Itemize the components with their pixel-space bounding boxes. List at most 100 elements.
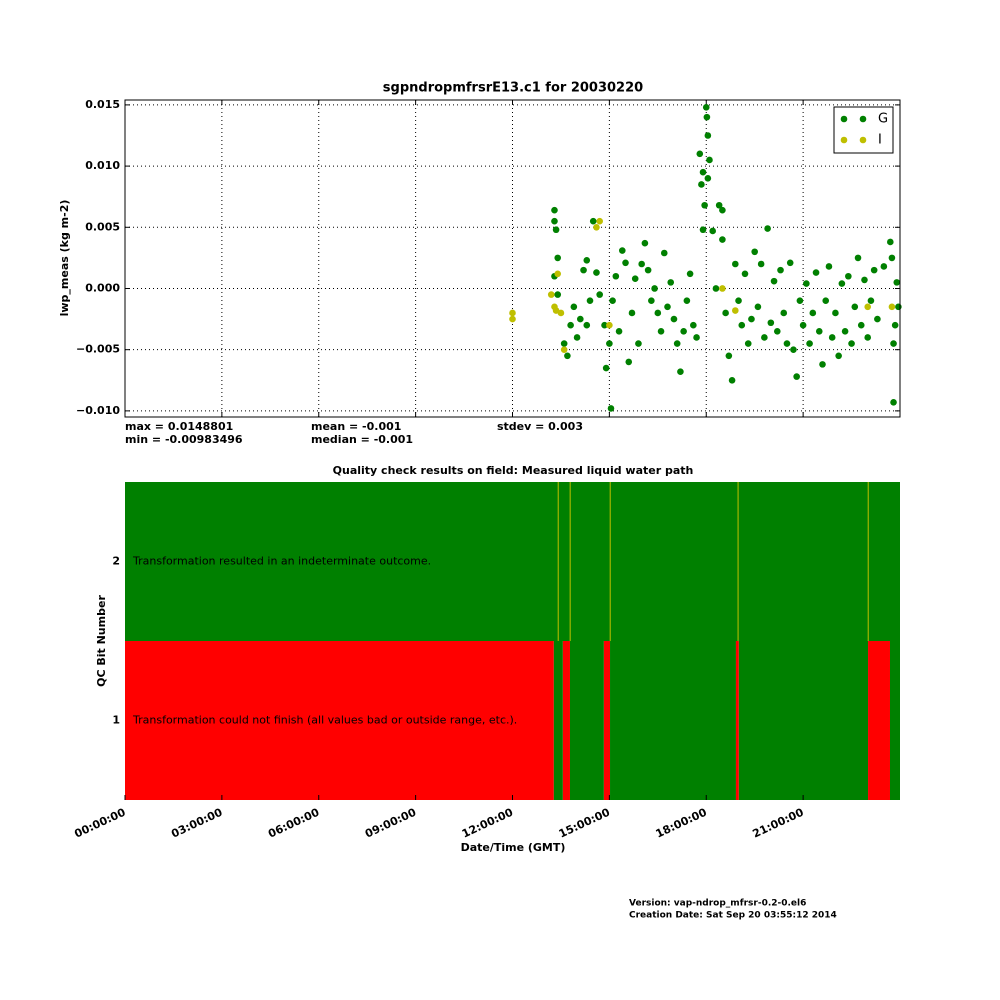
point xyxy=(812,269,820,276)
chart-title: sgpndropmfrsrE13.c1 for 20030220 xyxy=(383,81,643,96)
point xyxy=(570,303,578,311)
point xyxy=(854,254,862,262)
point xyxy=(732,260,739,268)
stat: stdev = 0.003 xyxy=(497,420,583,433)
point xyxy=(757,260,765,268)
point xyxy=(891,321,899,329)
point xyxy=(838,280,846,287)
point xyxy=(841,328,849,335)
point xyxy=(670,315,678,323)
point xyxy=(596,217,603,225)
point xyxy=(764,225,771,232)
point xyxy=(622,259,629,267)
stat: min = -0.00983496 xyxy=(125,433,243,446)
point xyxy=(625,358,633,366)
qc-segment xyxy=(562,641,570,800)
point xyxy=(554,270,562,278)
point xyxy=(722,309,729,317)
point xyxy=(719,236,726,243)
point xyxy=(601,321,608,329)
point xyxy=(867,297,875,305)
point xyxy=(888,303,896,311)
point xyxy=(654,309,662,317)
point xyxy=(664,303,671,311)
qc-segment xyxy=(569,482,571,641)
point xyxy=(835,352,842,360)
point xyxy=(593,223,600,231)
point xyxy=(554,254,562,262)
point xyxy=(806,340,813,347)
point xyxy=(698,181,705,188)
point xyxy=(586,297,594,305)
x-tick-label: 18:00:00 xyxy=(654,806,709,841)
legend xyxy=(833,106,894,154)
y-axis-label: QC Bit Number xyxy=(95,595,108,687)
row-description: Transformation could not finish (all val… xyxy=(132,714,517,727)
point xyxy=(793,373,800,380)
point xyxy=(577,315,584,323)
qc-segment xyxy=(557,482,559,641)
point xyxy=(509,309,516,317)
point xyxy=(607,405,615,412)
point xyxy=(701,201,708,209)
point xyxy=(628,309,636,317)
point xyxy=(547,291,555,298)
point xyxy=(822,297,830,305)
point xyxy=(735,297,742,305)
stat: max = 0.0148801 xyxy=(125,420,233,433)
plot-frame xyxy=(124,99,901,418)
point xyxy=(732,307,739,314)
qc-segment xyxy=(737,482,739,641)
point xyxy=(673,340,681,347)
y-tick-label: 0.000 xyxy=(85,281,120,294)
point xyxy=(612,272,620,280)
point xyxy=(648,297,655,305)
point xyxy=(583,321,591,329)
point xyxy=(751,248,758,256)
y-tick-label: −0.010 xyxy=(76,404,120,417)
point xyxy=(725,352,733,360)
point xyxy=(686,270,694,278)
qc-segment xyxy=(553,641,563,800)
stat: median = -0.001 xyxy=(311,433,413,446)
x-tick-label: 21:00:00 xyxy=(751,806,806,841)
point xyxy=(893,279,901,286)
point xyxy=(690,321,697,329)
legend-marker xyxy=(859,136,867,144)
point xyxy=(887,238,894,246)
point xyxy=(796,297,804,305)
point xyxy=(761,334,768,341)
point xyxy=(712,285,720,292)
qc-segment xyxy=(125,641,554,800)
point xyxy=(551,206,558,214)
point xyxy=(677,368,684,376)
x-axis-label: Date/Time (GMT) xyxy=(461,841,566,854)
point xyxy=(657,328,665,335)
point xyxy=(845,272,852,280)
point xyxy=(799,321,807,329)
point xyxy=(704,175,712,182)
point xyxy=(683,297,691,305)
point xyxy=(660,249,668,257)
point xyxy=(783,340,791,347)
point xyxy=(848,340,855,347)
point xyxy=(780,309,788,317)
point xyxy=(699,168,707,176)
point xyxy=(767,319,775,327)
point xyxy=(696,150,704,158)
point xyxy=(573,334,581,341)
point xyxy=(809,309,817,317)
point xyxy=(870,266,878,274)
point xyxy=(786,259,794,267)
point xyxy=(741,270,749,278)
point xyxy=(719,206,726,214)
point xyxy=(790,346,797,353)
legend-marker xyxy=(840,115,848,123)
point xyxy=(704,132,712,139)
legend-label: I xyxy=(878,133,882,148)
point xyxy=(644,266,652,274)
row-description: Transformation resulted in an indetermin… xyxy=(132,555,431,568)
point xyxy=(861,276,868,284)
point xyxy=(880,263,888,270)
